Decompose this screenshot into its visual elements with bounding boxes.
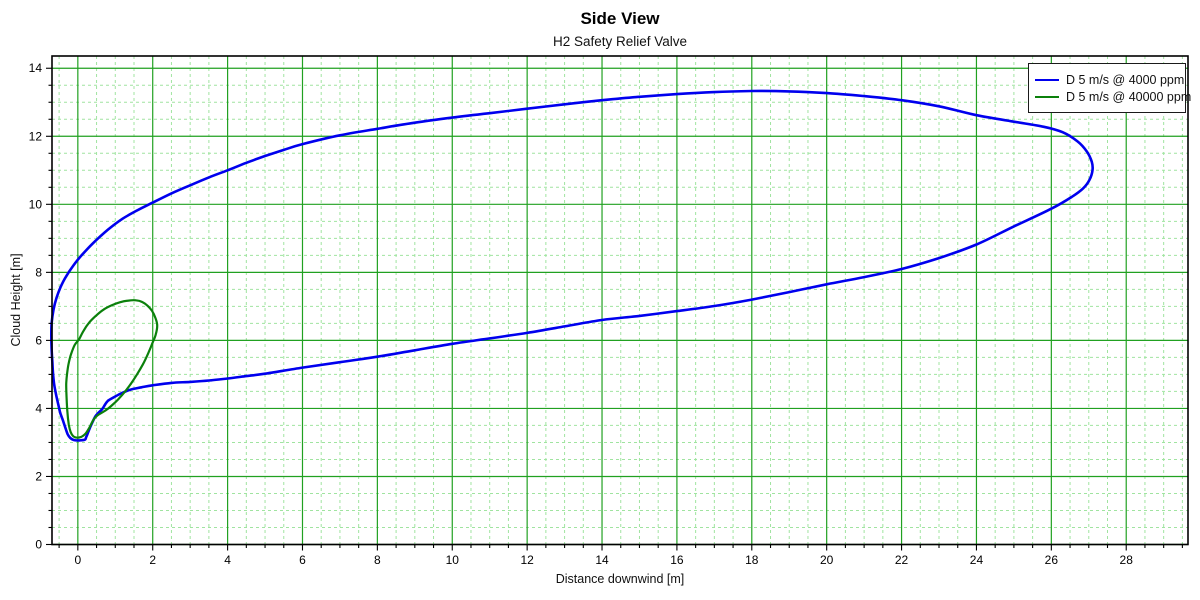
svg-text:10: 10	[29, 197, 43, 211]
x-tick-labels: 0 2 4 6 8 10 12 14 16 18 20 22 24 26 28	[74, 553, 1133, 567]
major-grid	[52, 56, 1188, 546]
svg-text:14: 14	[29, 61, 43, 75]
series-curve-1	[65, 299, 159, 439]
svg-text:14: 14	[595, 553, 609, 567]
minor-grid	[52, 56, 1188, 545]
svg-text:4: 4	[35, 401, 42, 415]
svg-text:10: 10	[446, 553, 460, 567]
axis-ticks	[46, 67, 1183, 551]
series-curve-0	[50, 89, 1094, 442]
y-axis-label: Cloud Height [m]	[9, 253, 23, 347]
chart-subtitle: H2 Safety Relief Valve	[552, 34, 688, 49]
svg-text:28: 28	[1120, 553, 1134, 567]
svg-text:16: 16	[670, 553, 684, 567]
svg-text:2: 2	[149, 553, 156, 567]
legend-label: D 5 m/s @ 4000 ppm	[1066, 72, 1185, 87]
svg-text:8: 8	[374, 553, 381, 567]
legend-line-swatch-blue	[1035, 78, 1059, 81]
svg-text:20: 20	[820, 553, 834, 567]
legend-item: D 5 m/s @ 40000 ppm	[1035, 90, 1191, 104]
legend-item: D 5 m/s @ 4000 ppm	[1035, 73, 1184, 87]
svg-text:2: 2	[35, 469, 42, 483]
svg-text:12: 12	[520, 553, 534, 567]
svg-text:8: 8	[35, 265, 42, 279]
svg-text:22: 22	[895, 553, 909, 567]
legend: D 5 m/s @ 4000 ppm D 5 m/s @ 40000 ppm	[1028, 63, 1191, 113]
x-axis-label: Distance downwind [m]	[555, 572, 685, 586]
plot-border	[51, 55, 1189, 546]
svg-text:6: 6	[35, 333, 42, 347]
legend-line-swatch-green	[1035, 95, 1059, 98]
svg-text:4: 4	[224, 553, 231, 567]
svg-text:24: 24	[970, 553, 984, 567]
y-tick-labels: 0 2 4 6 8 10 12 14	[29, 61, 43, 551]
svg-text:0: 0	[74, 553, 81, 567]
svg-text:6: 6	[299, 553, 306, 567]
svg-text:26: 26	[1045, 553, 1059, 567]
svg-text:12: 12	[29, 129, 43, 143]
svg-text:18: 18	[745, 553, 759, 567]
chart-title: Side View	[580, 9, 660, 28]
legend-label: D 5 m/s @ 40000 ppm	[1066, 89, 1192, 104]
svg-text:0: 0	[35, 538, 42, 552]
